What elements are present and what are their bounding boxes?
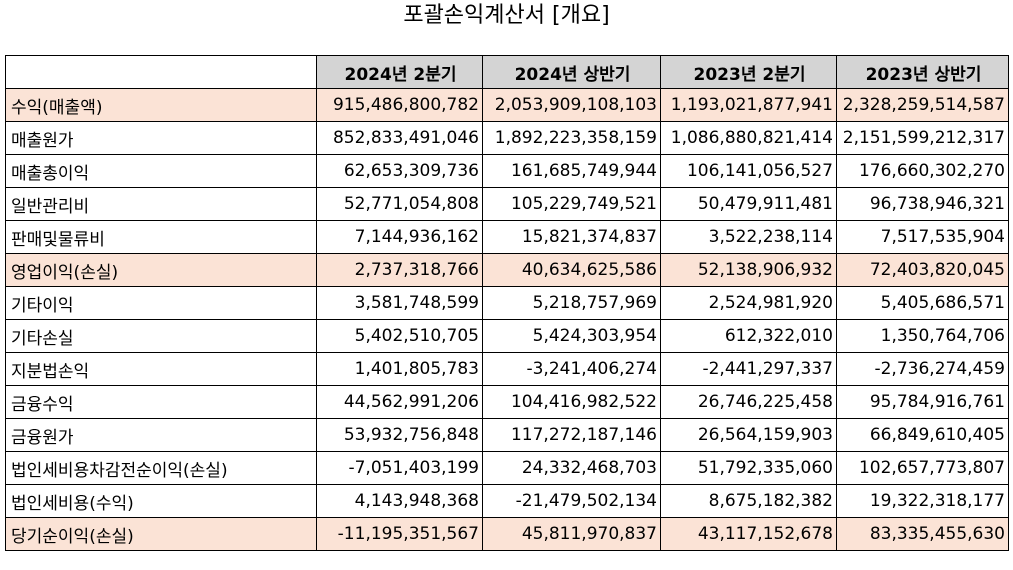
value-cell: 52,771,054,808	[316, 187, 483, 221]
value-cell: -7,051,403,199	[316, 451, 483, 485]
row-label: 일반관리비	[5, 187, 317, 221]
value-cell: 50,479,911,481	[660, 187, 837, 221]
row-label: 금융수익	[5, 385, 317, 419]
value-cell: 176,660,302,270	[836, 154, 1009, 188]
row-label: 법인세비용(수익)	[5, 484, 317, 518]
table-row: 영업이익(손실) 2,737,318,766 40,634,625,586 52,13…	[5, 253, 1009, 287]
value-cell: 40,634,625,586	[482, 253, 661, 287]
value-cell: 83,335,455,630	[836, 517, 1009, 551]
value-cell: 2,737,318,766	[316, 253, 483, 287]
value-cell: 852,833,491,046	[316, 121, 483, 155]
value-cell: 2,524,981,920	[660, 286, 837, 320]
table-row: 금융수익 44,562,991,206 104,416,982,522 26,746,…	[5, 385, 1009, 419]
column-header: 2023년 2분기	[660, 55, 837, 89]
value-cell: 3,522,238,114	[660, 220, 837, 254]
value-cell: 51,792,335,060	[660, 451, 837, 485]
value-cell: 117,272,187,146	[482, 418, 661, 452]
row-label: 지분법손익	[5, 352, 317, 386]
row-label: 당기순이익(손실)	[5, 517, 317, 551]
table-row: 수익(매출액) 915,486,800,782 2,053,909,108,103 1…	[5, 88, 1009, 122]
value-cell: -2,736,274,459	[836, 352, 1009, 386]
value-cell: 1,892,223,358,159	[482, 121, 661, 155]
row-label: 법인세비용차감전순이익(손실)	[5, 451, 317, 485]
value-cell: 1,193,021,877,941	[660, 88, 837, 122]
column-header: 2024년 상반기	[482, 55, 661, 89]
table-body: 수익(매출액) 915,486,800,782 2,053,909,108,103 1…	[5, 88, 1009, 551]
row-label: 기타이익	[5, 286, 317, 320]
value-cell: 26,746,225,458	[660, 385, 837, 419]
value-cell: -21,479,502,134	[482, 484, 661, 518]
page-title: 포괄손익계산서 [개요]	[403, 3, 610, 28]
value-cell: 66,849,610,405	[836, 418, 1009, 452]
table-row: 지분법손익 1,401,805,783 -3,241,406,274 -2,441,2…	[5, 352, 1009, 386]
table-row: 매출원가 852,833,491,046 1,892,223,358,159 1,08…	[5, 121, 1009, 155]
value-cell: 52,138,906,932	[660, 253, 837, 287]
value-cell: 7,144,936,162	[316, 220, 483, 254]
row-label: 매출원가	[5, 121, 317, 155]
value-cell: -2,441,297,337	[660, 352, 837, 386]
value-cell: 15,821,374,837	[482, 220, 661, 254]
table-row: 기타이익 3,581,748,599 5,218,757,969 2,524,981,…	[5, 286, 1009, 320]
table-row: 매출총이익 62,653,309,736 161,685,749,944 106,14…	[5, 154, 1009, 188]
row-label: 금융원가	[5, 418, 317, 452]
row-label: 판매및물류비	[5, 220, 317, 254]
column-header: 2024년 2분기	[316, 55, 483, 89]
value-cell: 104,416,982,522	[482, 385, 661, 419]
value-cell: 45,811,970,837	[482, 517, 661, 551]
value-cell: 7,517,535,904	[836, 220, 1009, 254]
value-cell: 53,932,756,848	[316, 418, 483, 452]
table-row: 금융원가 53,932,756,848 117,272,187,146 26,564,…	[5, 418, 1009, 452]
table-row: 법인세비용(수익) 4,143,948,368 -21,479,502,134 8,6…	[5, 484, 1009, 518]
value-cell: 106,141,056,527	[660, 154, 837, 188]
value-cell: 1,350,764,706	[836, 319, 1009, 353]
value-cell: 4,143,948,368	[316, 484, 483, 518]
value-cell: 102,657,773,807	[836, 451, 1009, 485]
row-label: 영업이익(손실)	[5, 253, 317, 287]
header-row: 2024년 2분기 2024년 상반기 2023년 2분기 2023년 상반기	[5, 55, 1009, 89]
value-cell: 44,562,991,206	[316, 385, 483, 419]
value-cell: 161,685,749,944	[482, 154, 661, 188]
value-cell: -3,241,406,274	[482, 352, 661, 386]
value-cell: 5,218,757,969	[482, 286, 661, 320]
table-row: 판매및물류비 7,144,936,162 15,821,374,837 3,522,2…	[5, 220, 1009, 254]
value-cell: 62,653,309,736	[316, 154, 483, 188]
table-row: 일반관리비 52,771,054,808 105,229,749,521 50,479…	[5, 187, 1009, 221]
value-cell: 1,086,880,821,414	[660, 121, 837, 155]
table-row: 기타손실 5,402,510,705 5,424,303,954 612,322,01…	[5, 319, 1009, 353]
value-cell: 105,229,749,521	[482, 187, 661, 221]
value-cell: 2,151,599,212,317	[836, 121, 1009, 155]
value-cell: 2,328,259,514,587	[836, 88, 1009, 122]
value-cell: 26,564,159,903	[660, 418, 837, 452]
value-cell: 3,581,748,599	[316, 286, 483, 320]
table-row: 법인세비용차감전순이익(손실) -7,051,403,199 24,332,468,…	[5, 451, 1009, 485]
row-label: 수익(매출액)	[5, 88, 317, 122]
value-cell: 612,322,010	[660, 319, 837, 353]
value-cell: 5,424,303,954	[482, 319, 661, 353]
value-cell: 1,401,805,783	[316, 352, 483, 386]
value-cell: 43,117,152,678	[660, 517, 837, 551]
value-cell: 8,675,182,382	[660, 484, 837, 518]
value-cell: 72,403,820,045	[836, 253, 1009, 287]
row-label: 기타손실	[5, 319, 317, 353]
header-corner	[5, 55, 317, 89]
table-row: 당기순이익(손실) -11,195,351,567 45,811,970,837 43…	[5, 517, 1009, 551]
value-cell: 24,332,468,703	[482, 451, 661, 485]
value-cell: -11,195,351,567	[316, 517, 483, 551]
income-statement-table: 2024년 2분기 2024년 상반기 2023년 2분기 2023년 상반기 …	[5, 55, 1009, 551]
value-cell: 5,405,686,571	[836, 286, 1009, 320]
value-cell: 19,322,318,177	[836, 484, 1009, 518]
column-header: 2023년 상반기	[836, 55, 1009, 89]
value-cell: 95,784,916,761	[836, 385, 1009, 419]
row-label: 매출총이익	[5, 154, 317, 188]
value-cell: 5,402,510,705	[316, 319, 483, 353]
value-cell: 96,738,946,321	[836, 187, 1009, 221]
value-cell: 2,053,909,108,103	[482, 88, 661, 122]
value-cell: 915,486,800,782	[316, 88, 483, 122]
